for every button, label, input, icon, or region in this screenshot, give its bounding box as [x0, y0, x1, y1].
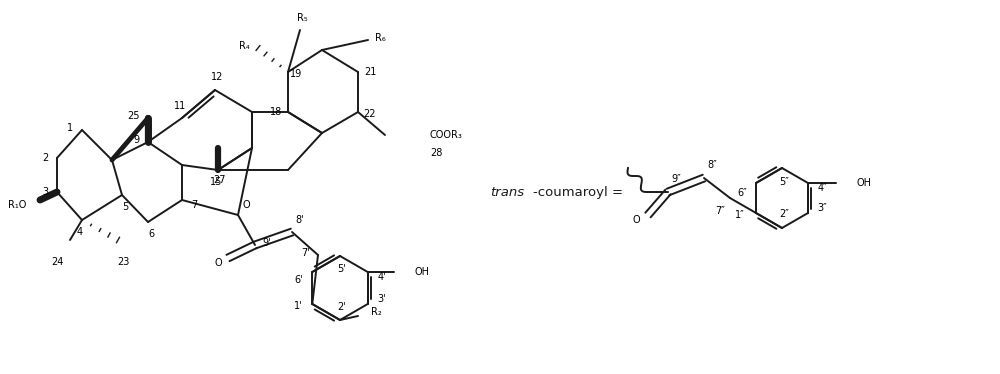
Text: R₆: R₆ — [375, 33, 385, 43]
Text: 6': 6' — [294, 275, 303, 285]
Text: 28: 28 — [430, 148, 442, 158]
Text: 5″: 5″ — [779, 177, 789, 187]
Text: 12: 12 — [211, 72, 223, 82]
Text: R₁O: R₁O — [8, 200, 26, 210]
Text: 24: 24 — [51, 257, 63, 267]
Text: 19: 19 — [290, 69, 302, 79]
Text: 6: 6 — [148, 229, 154, 239]
Text: 2: 2 — [42, 153, 48, 163]
Text: 3: 3 — [42, 187, 48, 197]
Text: 3': 3' — [377, 294, 386, 304]
Text: O: O — [632, 215, 640, 225]
Text: 1: 1 — [67, 123, 73, 133]
Text: R₄: R₄ — [239, 41, 249, 51]
Text: 1': 1' — [294, 301, 303, 311]
Text: 15: 15 — [210, 177, 222, 187]
Text: 7: 7 — [191, 200, 197, 210]
Text: 1″: 1″ — [735, 210, 745, 220]
Text: 18: 18 — [270, 107, 282, 117]
Text: 11: 11 — [174, 101, 186, 111]
Text: 2': 2' — [338, 302, 346, 312]
Text: 2″: 2″ — [779, 209, 789, 219]
Text: 3″: 3″ — [817, 203, 827, 213]
Text: COOR₃: COOR₃ — [430, 130, 463, 140]
Text: 9': 9' — [263, 238, 271, 248]
Text: R₅: R₅ — [297, 13, 307, 23]
Text: 4″: 4″ — [817, 183, 827, 193]
Text: 4: 4 — [77, 227, 83, 237]
Text: 23: 23 — [117, 257, 129, 267]
Text: 6″: 6″ — [737, 188, 747, 198]
Text: 5': 5' — [338, 264, 346, 274]
Text: R₂: R₂ — [371, 307, 381, 317]
Text: O: O — [214, 258, 222, 268]
Text: 22: 22 — [364, 109, 376, 119]
Text: 21: 21 — [364, 67, 376, 77]
Text: trans: trans — [490, 186, 524, 199]
Text: 27: 27 — [214, 175, 226, 185]
Text: O: O — [242, 200, 250, 210]
Text: 5: 5 — [122, 202, 128, 212]
Text: OH: OH — [414, 267, 429, 277]
Text: 9: 9 — [133, 135, 139, 145]
Text: 7': 7' — [302, 248, 310, 258]
Text: 25: 25 — [128, 111, 140, 121]
Text: 4': 4' — [377, 272, 386, 282]
Text: 8″: 8″ — [707, 160, 717, 170]
Text: OH: OH — [856, 178, 871, 188]
Text: 8': 8' — [296, 215, 304, 225]
Text: 7″: 7″ — [715, 206, 725, 216]
Text: 9″: 9″ — [671, 174, 681, 184]
Text: -coumaroyl =: -coumaroyl = — [533, 186, 623, 199]
